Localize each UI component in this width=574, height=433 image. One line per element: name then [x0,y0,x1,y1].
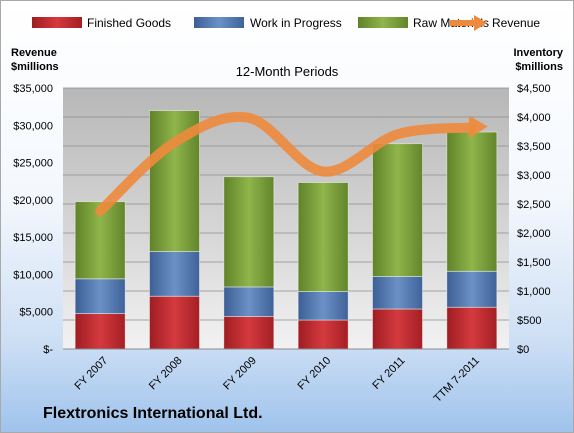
revenue-arrowhead [468,115,488,139]
right-axis-tick-label: $2,500 [517,199,551,211]
bar-finished-goods [372,308,423,350]
legend-swatch-raw-materials [358,17,408,28]
left-axis-ticks: $- $5,000 $10,000 $15,000 $20,000 $25,000 $30,… [13,83,53,356]
left-axis-tick-label: $25,000 [13,158,53,170]
revenue-line [95,111,488,217]
bar-work-in-progress [446,270,498,308]
x-axis-tick-label: FY 2008 [147,355,185,393]
left-axis-tick-label: $35,000 [13,83,53,95]
x-axis-tick-label: TTM 7-2011 [432,355,482,405]
right-axis-label-line2: $millions [515,61,563,73]
right-axis-tick-label: $3,500 [517,141,551,153]
x-axis-tick-label: FY 2007 [73,355,111,393]
company-name: Flextronics International Ltd. [43,405,263,422]
bar-raw-materials [223,176,275,288]
left-axis-label-line1: Revenue [11,47,57,59]
right-axis-tick-label: $500 [517,315,541,327]
x-axis-tick-label: FY 2011 [370,355,407,392]
right-axis-tick-label: $4,000 [517,112,551,124]
left-axis-tick-label: $20,000 [13,195,53,207]
bar-finished-goods [446,306,498,350]
legend-label-revenue: Revenue [492,16,540,30]
revenue-line-path [95,111,477,217]
bar-work-in-progress [74,278,126,315]
left-axis-label-line2: $millions [11,61,59,73]
right-axis-tick-label: $1,000 [517,286,551,298]
bar-finished-goods [149,295,200,350]
left-axis-tick-label: $- [43,344,53,356]
x-axis-tick-label: FY 2010 [296,355,334,393]
bar-finished-goods [223,316,275,350]
gridlines [63,87,509,321]
legend-swatch-revenue [450,15,487,31]
x-axis-ticks: FY 2007 FY 2008 FY 2009 FY 2010 FY 2011 TTM 7… [73,355,482,405]
bar-finished-goods [297,319,349,350]
left-axis-tick-label: $30,000 [13,120,53,132]
left-axis-tick-label: $10,000 [13,269,53,281]
right-axis-ticks: $0 $500 $1,000 $1,500 $2,000 $2,500 $3,000 $3,5… [517,83,551,356]
left-axis-tick-label: $15,000 [13,232,53,244]
bar-work-in-progress [297,291,349,321]
right-axis-tick-label: $2,000 [517,228,551,240]
stacked-bars [74,110,498,350]
bar-work-in-progress [223,286,275,317]
bar-finished-goods [74,313,126,350]
right-axis-tick-label: $4,500 [517,83,551,95]
x-axis-tick-label: FY 2009 [221,355,259,393]
left-axis-tick-label: $5,000 [19,307,53,319]
right-axis-tick-label: $3,000 [517,170,551,182]
right-axis-label-line1: Inventory [513,47,563,59]
legend: Finished Goods Work in Progress Raw Mate… [32,15,540,31]
right-axis-tick-label: $0 [517,344,529,356]
bar-work-in-progress [372,276,423,310]
legend-label-work-in-progress: Work in Progress [250,16,342,30]
legend-swatch-finished-goods [32,17,82,28]
chart-title: 12-Month Periods [236,64,339,79]
bar-work-in-progress [149,251,200,297]
bar-raw-materials [372,143,423,277]
right-axis-tick-label: $1,500 [517,257,551,269]
legend-swatch-work-in-progress [194,17,244,28]
bar-raw-materials [446,131,498,272]
bar-raw-materials [297,182,349,292]
legend-label-finished-goods: Finished Goods [87,16,171,30]
